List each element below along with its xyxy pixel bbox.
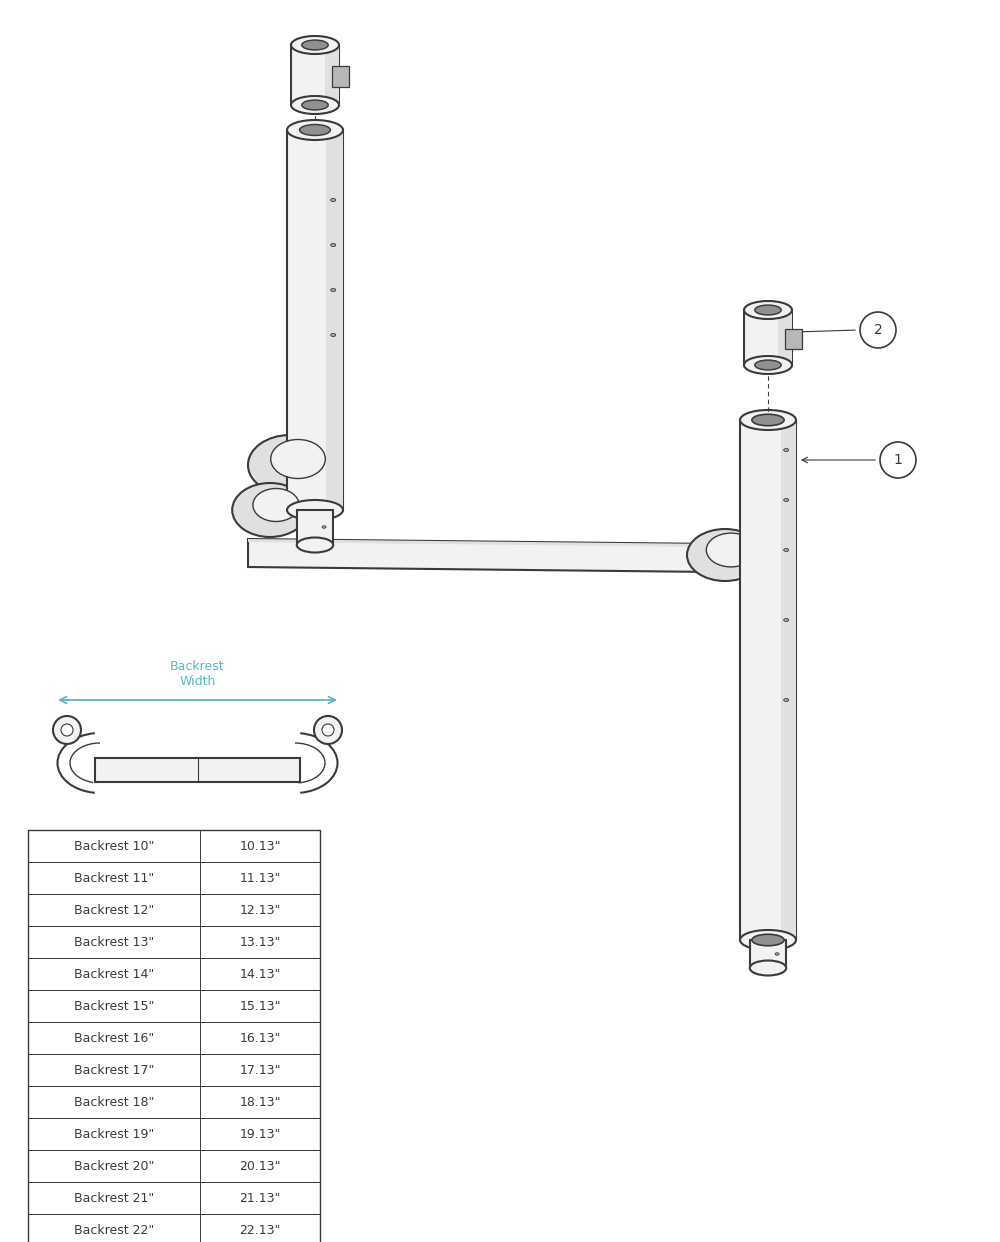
Bar — [28, 830, 320, 1242]
Polygon shape — [781, 420, 796, 940]
Ellipse shape — [706, 533, 756, 566]
Ellipse shape — [302, 40, 328, 50]
Text: Backrest 17": Backrest 17" — [74, 1063, 154, 1077]
Polygon shape — [740, 420, 796, 940]
Ellipse shape — [331, 199, 336, 201]
Polygon shape — [750, 940, 786, 968]
Circle shape — [860, 312, 896, 348]
Ellipse shape — [302, 101, 328, 111]
Ellipse shape — [784, 448, 789, 452]
Text: 10.13": 10.13" — [239, 840, 281, 852]
Ellipse shape — [300, 124, 330, 135]
Ellipse shape — [784, 549, 789, 551]
Ellipse shape — [755, 360, 781, 370]
Circle shape — [880, 442, 916, 478]
Ellipse shape — [291, 36, 339, 53]
Text: Backrest 15": Backrest 15" — [74, 1000, 154, 1012]
Ellipse shape — [744, 356, 792, 374]
Ellipse shape — [687, 529, 763, 581]
Polygon shape — [326, 130, 343, 510]
Circle shape — [314, 715, 342, 744]
Circle shape — [322, 724, 334, 737]
Ellipse shape — [291, 96, 339, 114]
Bar — [28, 1054, 320, 1086]
Polygon shape — [785, 329, 802, 349]
Text: Backrest 18": Backrest 18" — [74, 1095, 154, 1109]
Text: Backrest 19": Backrest 19" — [74, 1128, 154, 1140]
Polygon shape — [95, 758, 300, 782]
Polygon shape — [248, 539, 715, 573]
Polygon shape — [297, 510, 333, 545]
Text: 11.13": 11.13" — [239, 872, 281, 884]
Bar — [28, 894, 320, 927]
Ellipse shape — [750, 960, 786, 975]
Polygon shape — [332, 66, 349, 87]
Text: 17.13": 17.13" — [239, 1063, 281, 1077]
Ellipse shape — [752, 415, 784, 426]
Ellipse shape — [752, 934, 784, 945]
Polygon shape — [325, 45, 339, 106]
Text: 19.13": 19.13" — [239, 1128, 281, 1140]
Text: Backrest 14": Backrest 14" — [74, 968, 154, 980]
Text: Backrest
Width: Backrest Width — [170, 660, 225, 688]
Text: 22.13": 22.13" — [239, 1223, 281, 1237]
Text: Backrest 20": Backrest 20" — [74, 1160, 154, 1172]
Bar — [28, 1022, 320, 1054]
Polygon shape — [291, 45, 339, 106]
Ellipse shape — [331, 243, 336, 246]
Text: 18.13": 18.13" — [239, 1095, 281, 1109]
Bar — [28, 1213, 320, 1242]
Ellipse shape — [322, 525, 326, 528]
Text: 21.13": 21.13" — [239, 1191, 281, 1205]
Ellipse shape — [740, 410, 796, 430]
Text: 2: 2 — [874, 323, 882, 337]
Bar — [28, 862, 320, 894]
Bar — [28, 1086, 320, 1118]
Polygon shape — [287, 130, 343, 510]
Text: Backrest 21": Backrest 21" — [74, 1191, 154, 1205]
Ellipse shape — [775, 953, 779, 955]
Text: 1: 1 — [894, 453, 902, 467]
Ellipse shape — [784, 498, 789, 502]
Text: Backrest 16": Backrest 16" — [74, 1032, 154, 1045]
Text: Backrest 13": Backrest 13" — [74, 935, 154, 949]
Bar — [28, 1150, 320, 1182]
Text: 13.13": 13.13" — [239, 935, 281, 949]
Bar — [28, 927, 320, 958]
Ellipse shape — [755, 306, 781, 315]
Ellipse shape — [331, 288, 336, 292]
Polygon shape — [744, 310, 792, 365]
Bar — [28, 1182, 320, 1213]
Ellipse shape — [744, 301, 792, 319]
Ellipse shape — [253, 488, 299, 522]
Circle shape — [53, 715, 81, 744]
Text: 14.13": 14.13" — [239, 968, 281, 980]
Text: 16.13": 16.13" — [239, 1032, 281, 1045]
Ellipse shape — [331, 334, 336, 337]
Text: Backrest 22": Backrest 22" — [74, 1223, 154, 1237]
Ellipse shape — [232, 483, 308, 537]
Text: Backrest 10": Backrest 10" — [74, 840, 154, 852]
Bar — [28, 830, 320, 862]
Ellipse shape — [248, 435, 332, 496]
Ellipse shape — [287, 501, 343, 520]
Ellipse shape — [297, 538, 333, 553]
Ellipse shape — [784, 619, 789, 621]
Bar — [28, 990, 320, 1022]
Text: Backrest 12": Backrest 12" — [74, 903, 154, 917]
Bar — [28, 958, 320, 990]
Ellipse shape — [287, 120, 343, 140]
Ellipse shape — [784, 698, 789, 702]
Polygon shape — [778, 310, 792, 365]
Text: 20.13": 20.13" — [239, 1160, 281, 1172]
Text: 12.13": 12.13" — [239, 903, 281, 917]
Polygon shape — [248, 539, 715, 546]
Circle shape — [61, 724, 73, 737]
Text: 15.13": 15.13" — [239, 1000, 281, 1012]
Text: Backrest 11": Backrest 11" — [74, 872, 154, 884]
Bar — [28, 1118, 320, 1150]
Ellipse shape — [271, 440, 325, 478]
Ellipse shape — [740, 930, 796, 950]
